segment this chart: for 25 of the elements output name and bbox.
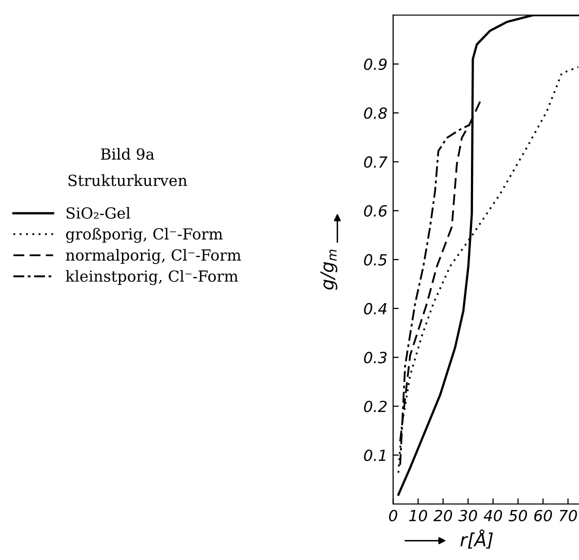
y-tick-label: 0.1 xyxy=(364,450,386,462)
y-tick-label: 0.7 xyxy=(364,156,388,168)
legend-label: großporig, Cl⁻-Form xyxy=(66,228,223,243)
x-tick-label: 40 xyxy=(484,510,502,522)
text: Strukturkurven xyxy=(68,174,188,186)
x-tick-label: 10 xyxy=(409,510,428,522)
x-tick-label: 70 xyxy=(560,510,577,522)
legend-label: normalporig, Cl⁻-Form xyxy=(66,248,241,264)
y-tick-label: 0.8 xyxy=(364,107,387,119)
x-tick-label: 0 xyxy=(389,510,398,522)
x-tick-label: 30 xyxy=(458,510,478,522)
y-tick-label: 0.4 xyxy=(364,302,386,314)
y-tick-label: 0.3 xyxy=(364,352,387,364)
y-tick-label: 0.2 xyxy=(364,400,387,412)
legend-label: SiO₂-Gel xyxy=(66,206,130,219)
y-tick-label: 0.6 xyxy=(364,205,387,217)
x-tick-label: 50 xyxy=(508,510,527,522)
y-axis-title: g/g$_{m}$ xyxy=(320,250,338,290)
text: Bild 9a xyxy=(100,148,154,160)
legend-label: kleinstporig, Cl⁻-Form xyxy=(66,270,238,286)
y-tick-label: 0.5 xyxy=(364,254,387,266)
x-tick-label: 20 xyxy=(433,510,452,522)
x-tick-label: 60 xyxy=(534,510,552,522)
y-tick-label: 0.9 xyxy=(364,58,387,70)
x-axis-title: r[Å] xyxy=(460,530,493,549)
